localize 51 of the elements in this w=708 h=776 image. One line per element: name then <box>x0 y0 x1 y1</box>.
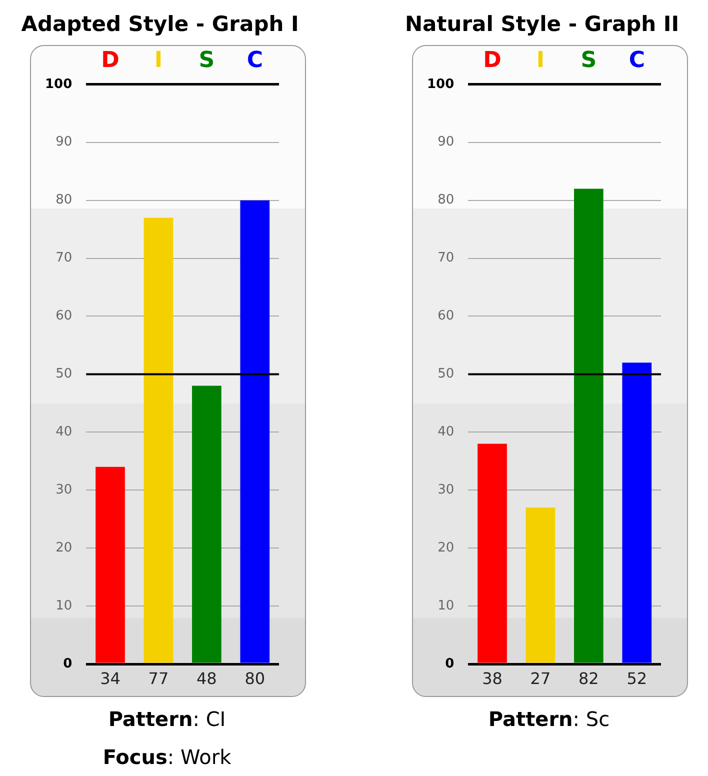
y-tick-label: 10 <box>438 598 454 614</box>
x-tick-label: C <box>246 48 263 73</box>
y-tick-label: 40 <box>438 424 454 440</box>
x-tick-label: C <box>628 48 645 73</box>
x-tick-label: S <box>198 48 215 73</box>
y-tick-label: 90 <box>438 134 454 150</box>
y-tick-label: 80 <box>56 192 72 208</box>
y-tick-label: 30 <box>438 482 454 498</box>
y-tick-label: 100 <box>44 76 72 92</box>
y-tick-label: 90 <box>56 134 72 150</box>
y-tick-label: 20 <box>438 540 454 556</box>
text: Focus: Work <box>102 744 232 771</box>
data-label: 77 <box>148 669 169 688</box>
x-tick-label: I <box>154 48 163 73</box>
x-tick-label: I <box>536 48 545 73</box>
x-tick-label: D <box>101 48 120 73</box>
data-label: 34 <box>100 669 120 688</box>
x-tick-label: S <box>580 48 597 73</box>
bar <box>96 466 125 663</box>
y-tick-label: 40 <box>56 424 72 440</box>
chart-title: Natural Style - Graph II <box>404 11 680 38</box>
data-label: 48 <box>196 669 217 688</box>
bar <box>192 386 222 663</box>
y-tick-label: 70 <box>56 250 72 266</box>
data-label: 27 <box>530 669 551 688</box>
bar <box>240 200 270 663</box>
data-label: 82 <box>578 669 599 688</box>
y-tick-label: 100 <box>426 76 454 92</box>
y-tick-label: 30 <box>56 482 72 498</box>
bar <box>526 508 556 663</box>
y-tick-label: 50 <box>56 366 72 382</box>
bar <box>144 218 174 663</box>
y-tick-label: 0 <box>445 656 454 672</box>
data-label: 80 <box>244 669 266 688</box>
bar <box>574 188 604 663</box>
text: Pattern: Sc <box>487 706 611 733</box>
data-label: 52 <box>626 669 648 688</box>
y-tick-label: 80 <box>438 192 454 208</box>
chart-title: Adapted Style - Graph I <box>20 11 300 38</box>
bar <box>622 362 652 663</box>
y-tick-label: 50 <box>438 366 454 382</box>
y-tick-label: 20 <box>56 540 72 556</box>
bar <box>478 444 507 663</box>
y-tick-label: 70 <box>438 250 454 266</box>
data-label: 38 <box>482 669 502 688</box>
y-tick-label: 60 <box>56 308 72 324</box>
text: Pattern: CI <box>107 706 227 733</box>
x-tick-label: D <box>483 48 502 73</box>
y-tick-label: 10 <box>56 598 72 614</box>
y-tick-label: 60 <box>438 308 454 324</box>
y-tick-label: 0 <box>63 656 72 672</box>
